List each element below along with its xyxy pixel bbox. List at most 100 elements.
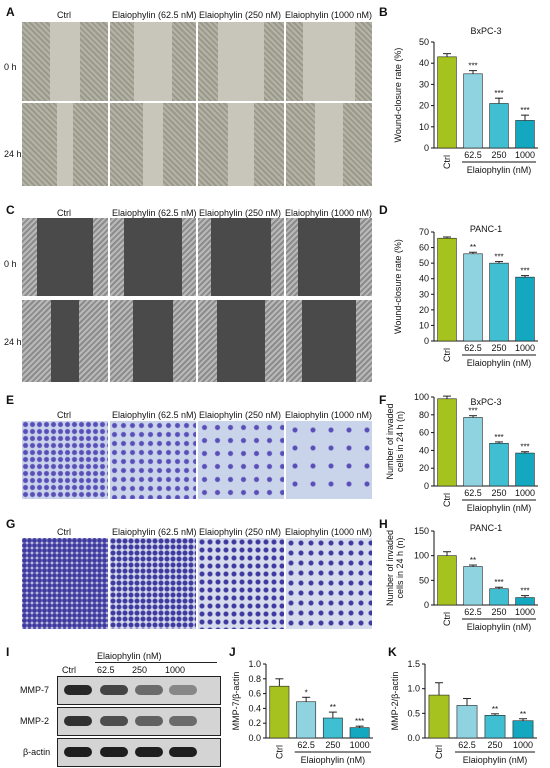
bar — [437, 237, 457, 342]
category-label: 62.5 — [464, 607, 482, 617]
significance-label: *** — [520, 106, 529, 115]
panel-label-a: A — [6, 5, 15, 19]
wb-band — [100, 716, 128, 726]
col-title-ctrl: Ctrl — [57, 527, 71, 537]
scratch-micrograph — [22, 218, 108, 296]
category-label: 62.5 — [458, 740, 476, 750]
y-tick-label: 1.0 — [248, 659, 261, 669]
panel-label-k: K — [388, 645, 397, 659]
significance-label: *** — [494, 433, 503, 442]
wb-band — [64, 685, 92, 695]
category-label: 250 — [491, 150, 506, 160]
bar — [437, 555, 457, 606]
bar — [463, 253, 483, 342]
scratch-micrograph — [110, 300, 196, 382]
scratch-micrograph — [22, 300, 108, 382]
col-title-1000: Elaiophylin (1000 nM) — [285, 208, 373, 218]
col-title-62: Elaiophylin (62.5 nM) — [112, 208, 197, 218]
wb-band — [169, 747, 197, 757]
y-tick-label: 20 — [419, 101, 429, 111]
x-axis-label: Elaiophylin (nM) — [467, 622, 532, 632]
bar — [489, 103, 509, 149]
y-tick-label: 20 — [419, 463, 429, 473]
invasion-micrograph — [22, 538, 108, 629]
bar — [515, 276, 535, 342]
scratch-micrograph — [110, 218, 196, 296]
chart-b: 0 10 20 30 40 50 Wound-closure rate (%) BxPC-3 C… — [393, 26, 538, 175]
wb-band — [169, 716, 197, 726]
scratch-micrograph — [22, 103, 108, 186]
chart-title: BxPC-3 — [470, 26, 501, 36]
bar — [322, 717, 343, 739]
bar — [463, 73, 483, 149]
y-tick-label: 0 — [424, 336, 429, 346]
col-title-ctrl: Ctrl — [57, 410, 71, 420]
col-title-62: Elaiophylin (62.5 nM) — [112, 410, 197, 420]
bar — [296, 701, 317, 739]
y-tick-label: 40 — [419, 445, 429, 455]
scratch-micrograph — [110, 22, 196, 101]
wb-band — [135, 716, 163, 726]
wb-band — [64, 716, 92, 726]
panel-label-f: F — [379, 393, 387, 407]
panel-label-e: E — [6, 393, 15, 407]
invasion-micrograph — [110, 538, 196, 629]
col-title-62: Elaiophylin (62.5 nM) — [112, 527, 197, 537]
y-tick-label: 0.8 — [248, 674, 261, 684]
scratch-micrograph — [286, 22, 372, 101]
scratch-micrograph — [110, 103, 196, 186]
scratch-micrograph — [198, 103, 284, 186]
significance-label: * — [305, 688, 308, 697]
significance-label: *** — [355, 717, 364, 726]
category-label: 62.5 — [464, 150, 482, 160]
bar — [437, 398, 457, 487]
y-tick-label: 0.0 — [407, 733, 420, 743]
y-tick-label: 0.0 — [248, 733, 261, 743]
row-label-0h: 0 h — [4, 62, 17, 72]
chart-title: PANC-1 — [470, 523, 502, 533]
wb-band — [169, 685, 197, 695]
y-axis-label: Number of invadedcells in 24 h (n) — [385, 530, 405, 606]
wb-treatment-label: Elaiophylin (nM) — [97, 651, 162, 661]
wb-lane-ctrl: Ctrl — [62, 665, 76, 675]
category-label: 250 — [491, 488, 506, 498]
significance-label: *** — [468, 407, 477, 416]
category-label: 250 — [325, 740, 340, 750]
y-tick-label: 30 — [419, 79, 429, 89]
col-title-250: Elaiophylin (250 nM) — [199, 10, 282, 20]
scratch-micrograph — [198, 22, 284, 101]
significance-label: ** — [492, 705, 498, 714]
chart-j: 0.0 0.2 0.4 0.6 0.8 1.0 MMP-7/β-actin Ctrl * 62.5… — [231, 659, 373, 765]
category-label: Ctrl — [434, 745, 444, 759]
wb-lane-1000: 1000 — [165, 665, 186, 675]
y-tick-label: 80 — [419, 410, 429, 420]
chart-h: 0 50 100 150 Number of invadedcells in 24 h … — [385, 523, 538, 632]
significance-label: *** — [468, 62, 477, 71]
y-tick-label: 60 — [419, 428, 429, 438]
wb-treatment-bracket — [95, 662, 217, 663]
significance-label: ** — [470, 556, 476, 565]
y-tick-label: 100 — [414, 551, 429, 561]
category-label: Ctrl — [442, 155, 452, 169]
bar — [437, 56, 457, 149]
category-label: Ctrl — [274, 745, 284, 759]
y-tick-label: 0.6 — [248, 689, 261, 699]
bar — [515, 120, 535, 149]
bar — [463, 417, 483, 487]
scratch-micrograph — [22, 22, 108, 101]
y-tick-label: 10 — [419, 122, 429, 132]
row-label-24h: 24 h — [4, 149, 22, 159]
y-tick-label: 1.0 — [407, 684, 420, 694]
chart-f: 0 20 40 60 80 100 Number of invadedcells in 24… — [385, 393, 538, 513]
panel-label-b: B — [379, 5, 388, 19]
y-tick-label: 0 — [424, 600, 429, 610]
y-tick-label: 0.5 — [407, 708, 420, 718]
chart-title: BxPC-3 — [470, 397, 501, 407]
y-tick-label: 0.4 — [248, 703, 261, 713]
wb-band — [100, 747, 128, 757]
panel-label-c: C — [6, 203, 15, 217]
wb-protein-mmp7: MMP-7 — [20, 685, 49, 695]
wb-band — [135, 685, 163, 695]
y-tick-label: 100 — [414, 393, 429, 402]
